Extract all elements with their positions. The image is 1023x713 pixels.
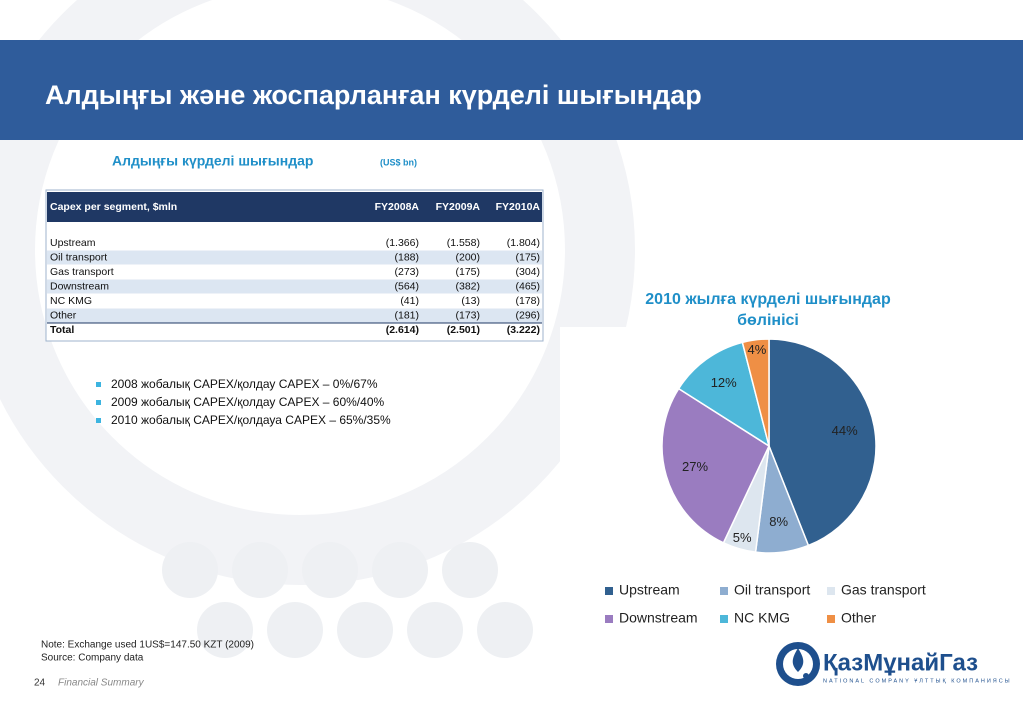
pie-slice bbox=[741, 338, 770, 447]
logo-tagline: NATIONAL COMPANY ҰЛТТЫҚ КОМПАНИЯСЫ bbox=[823, 678, 1012, 684]
slide-title: Алдыңғы және жоспарланған күрделі шығынд… bbox=[45, 80, 702, 110]
subtitle: Алдыңғы күрделі шығындар bbox=[112, 153, 313, 169]
slice-label: 4% bbox=[748, 342, 767, 357]
table-cell: (1.558) bbox=[447, 237, 480, 249]
table-cell: (1.366) bbox=[386, 237, 419, 249]
table-cell: (382) bbox=[455, 280, 480, 292]
table-cell: (3.222) bbox=[507, 324, 540, 336]
table-cell: (181) bbox=[394, 309, 419, 321]
legend-label: Gas transport bbox=[841, 582, 926, 598]
legend-label: NC KMG bbox=[734, 610, 790, 626]
legend-label: Downstream bbox=[619, 610, 698, 626]
bullet-marker bbox=[96, 400, 101, 405]
logo-emblem bbox=[776, 642, 820, 686]
bullets: 2008 жобалық CAPEX/қолдау CAPEX – 0%/67%… bbox=[96, 377, 391, 427]
bullet-marker bbox=[96, 382, 101, 387]
legend-swatch bbox=[827, 587, 835, 595]
legend-label: Other bbox=[841, 610, 876, 626]
pie-slice bbox=[768, 338, 877, 547]
pie: 44% 8% 5% 27% 12% 4% bbox=[661, 338, 877, 554]
table-cell: (41) bbox=[400, 295, 419, 307]
legend-swatch bbox=[720, 615, 728, 623]
legend-swatch bbox=[827, 615, 835, 623]
table-cell: Oil transport bbox=[50, 251, 107, 263]
table-cell: (273) bbox=[394, 266, 419, 278]
slice-label: 8% bbox=[769, 514, 788, 529]
table-cell: (178) bbox=[515, 295, 540, 307]
column-header: FY2009A bbox=[436, 201, 481, 213]
bullet-text: 2009 жобалық CAPEX/қолдау CAPEX – 60%/40… bbox=[111, 395, 384, 409]
header-band bbox=[0, 40, 1023, 140]
table-cell: Upstream bbox=[50, 237, 96, 249]
table-cell: Downstream bbox=[50, 280, 109, 292]
table-cell: Other bbox=[50, 309, 77, 321]
legend-swatch bbox=[605, 587, 613, 595]
table-cell: Total bbox=[50, 324, 74, 336]
table-cell: (200) bbox=[455, 251, 480, 263]
table: Capex per segment, $mln FY2008A FY2009A FY2… bbox=[45, 189, 544, 342]
table-cell: NC KMG bbox=[50, 295, 92, 307]
bullet-text: 2008 жобалық CAPEX/қолдау CAPEX – 0%/67% bbox=[111, 377, 378, 391]
column-header: FY2008A bbox=[375, 201, 420, 213]
bullet-marker bbox=[96, 418, 101, 423]
table-cell: (2.614) bbox=[386, 324, 419, 336]
pie-slice bbox=[661, 387, 770, 544]
table-cell: (296) bbox=[515, 309, 540, 321]
column-header: FY2010A bbox=[496, 201, 541, 213]
bullet-text: 2010 жобалық CAPEX/қолдауа CAPEX – 65%/3… bbox=[111, 413, 391, 427]
row-shade bbox=[47, 279, 542, 294]
table-cell: (188) bbox=[394, 251, 419, 263]
legend-label: Oil transport bbox=[734, 582, 810, 598]
slice-label: 27% bbox=[682, 459, 708, 474]
pie-slice bbox=[677, 341, 771, 448]
row-shade bbox=[47, 250, 542, 265]
table-cell: (175) bbox=[515, 251, 540, 263]
note: Source: Company data bbox=[41, 653, 144, 664]
slice-label: 44% bbox=[832, 423, 858, 438]
subtitle-unit: (US$ bn) bbox=[380, 157, 417, 167]
table-cell: (465) bbox=[515, 280, 540, 292]
slice-label: 12% bbox=[711, 375, 737, 390]
table-cell: Gas transport bbox=[50, 266, 114, 278]
column-header: Capex per segment, $mln bbox=[50, 201, 177, 213]
table-cell: (564) bbox=[394, 280, 419, 292]
logo-name: ҚазМұнайГаз bbox=[823, 649, 978, 676]
legend-label: Upstream bbox=[619, 582, 680, 598]
slice-label: 5% bbox=[733, 530, 752, 545]
legend-swatch bbox=[605, 615, 613, 623]
table-cell: (304) bbox=[515, 266, 540, 278]
row-shade bbox=[47, 308, 542, 323]
legend-swatch bbox=[720, 587, 728, 595]
table-cell: (173) bbox=[455, 309, 480, 321]
table-cell: (1.804) bbox=[507, 237, 540, 249]
table-header bbox=[47, 192, 542, 222]
note: Note: Exchange used 1US$=147.50 KZT (200… bbox=[41, 640, 254, 651]
watermark bbox=[0, 0, 635, 658]
page-number: 24 bbox=[34, 678, 46, 689]
table-cell: (13) bbox=[461, 295, 480, 307]
table-cell: (175) bbox=[455, 266, 480, 278]
legend: Upstream Oil transport Gas transport Downst… bbox=[605, 582, 926, 626]
chart-title: 2010 жылға күрделі шығындар бөлінісі bbox=[645, 291, 891, 329]
table-cell: (2.501) bbox=[447, 324, 480, 336]
footer-section: Financial Summary bbox=[58, 678, 145, 689]
